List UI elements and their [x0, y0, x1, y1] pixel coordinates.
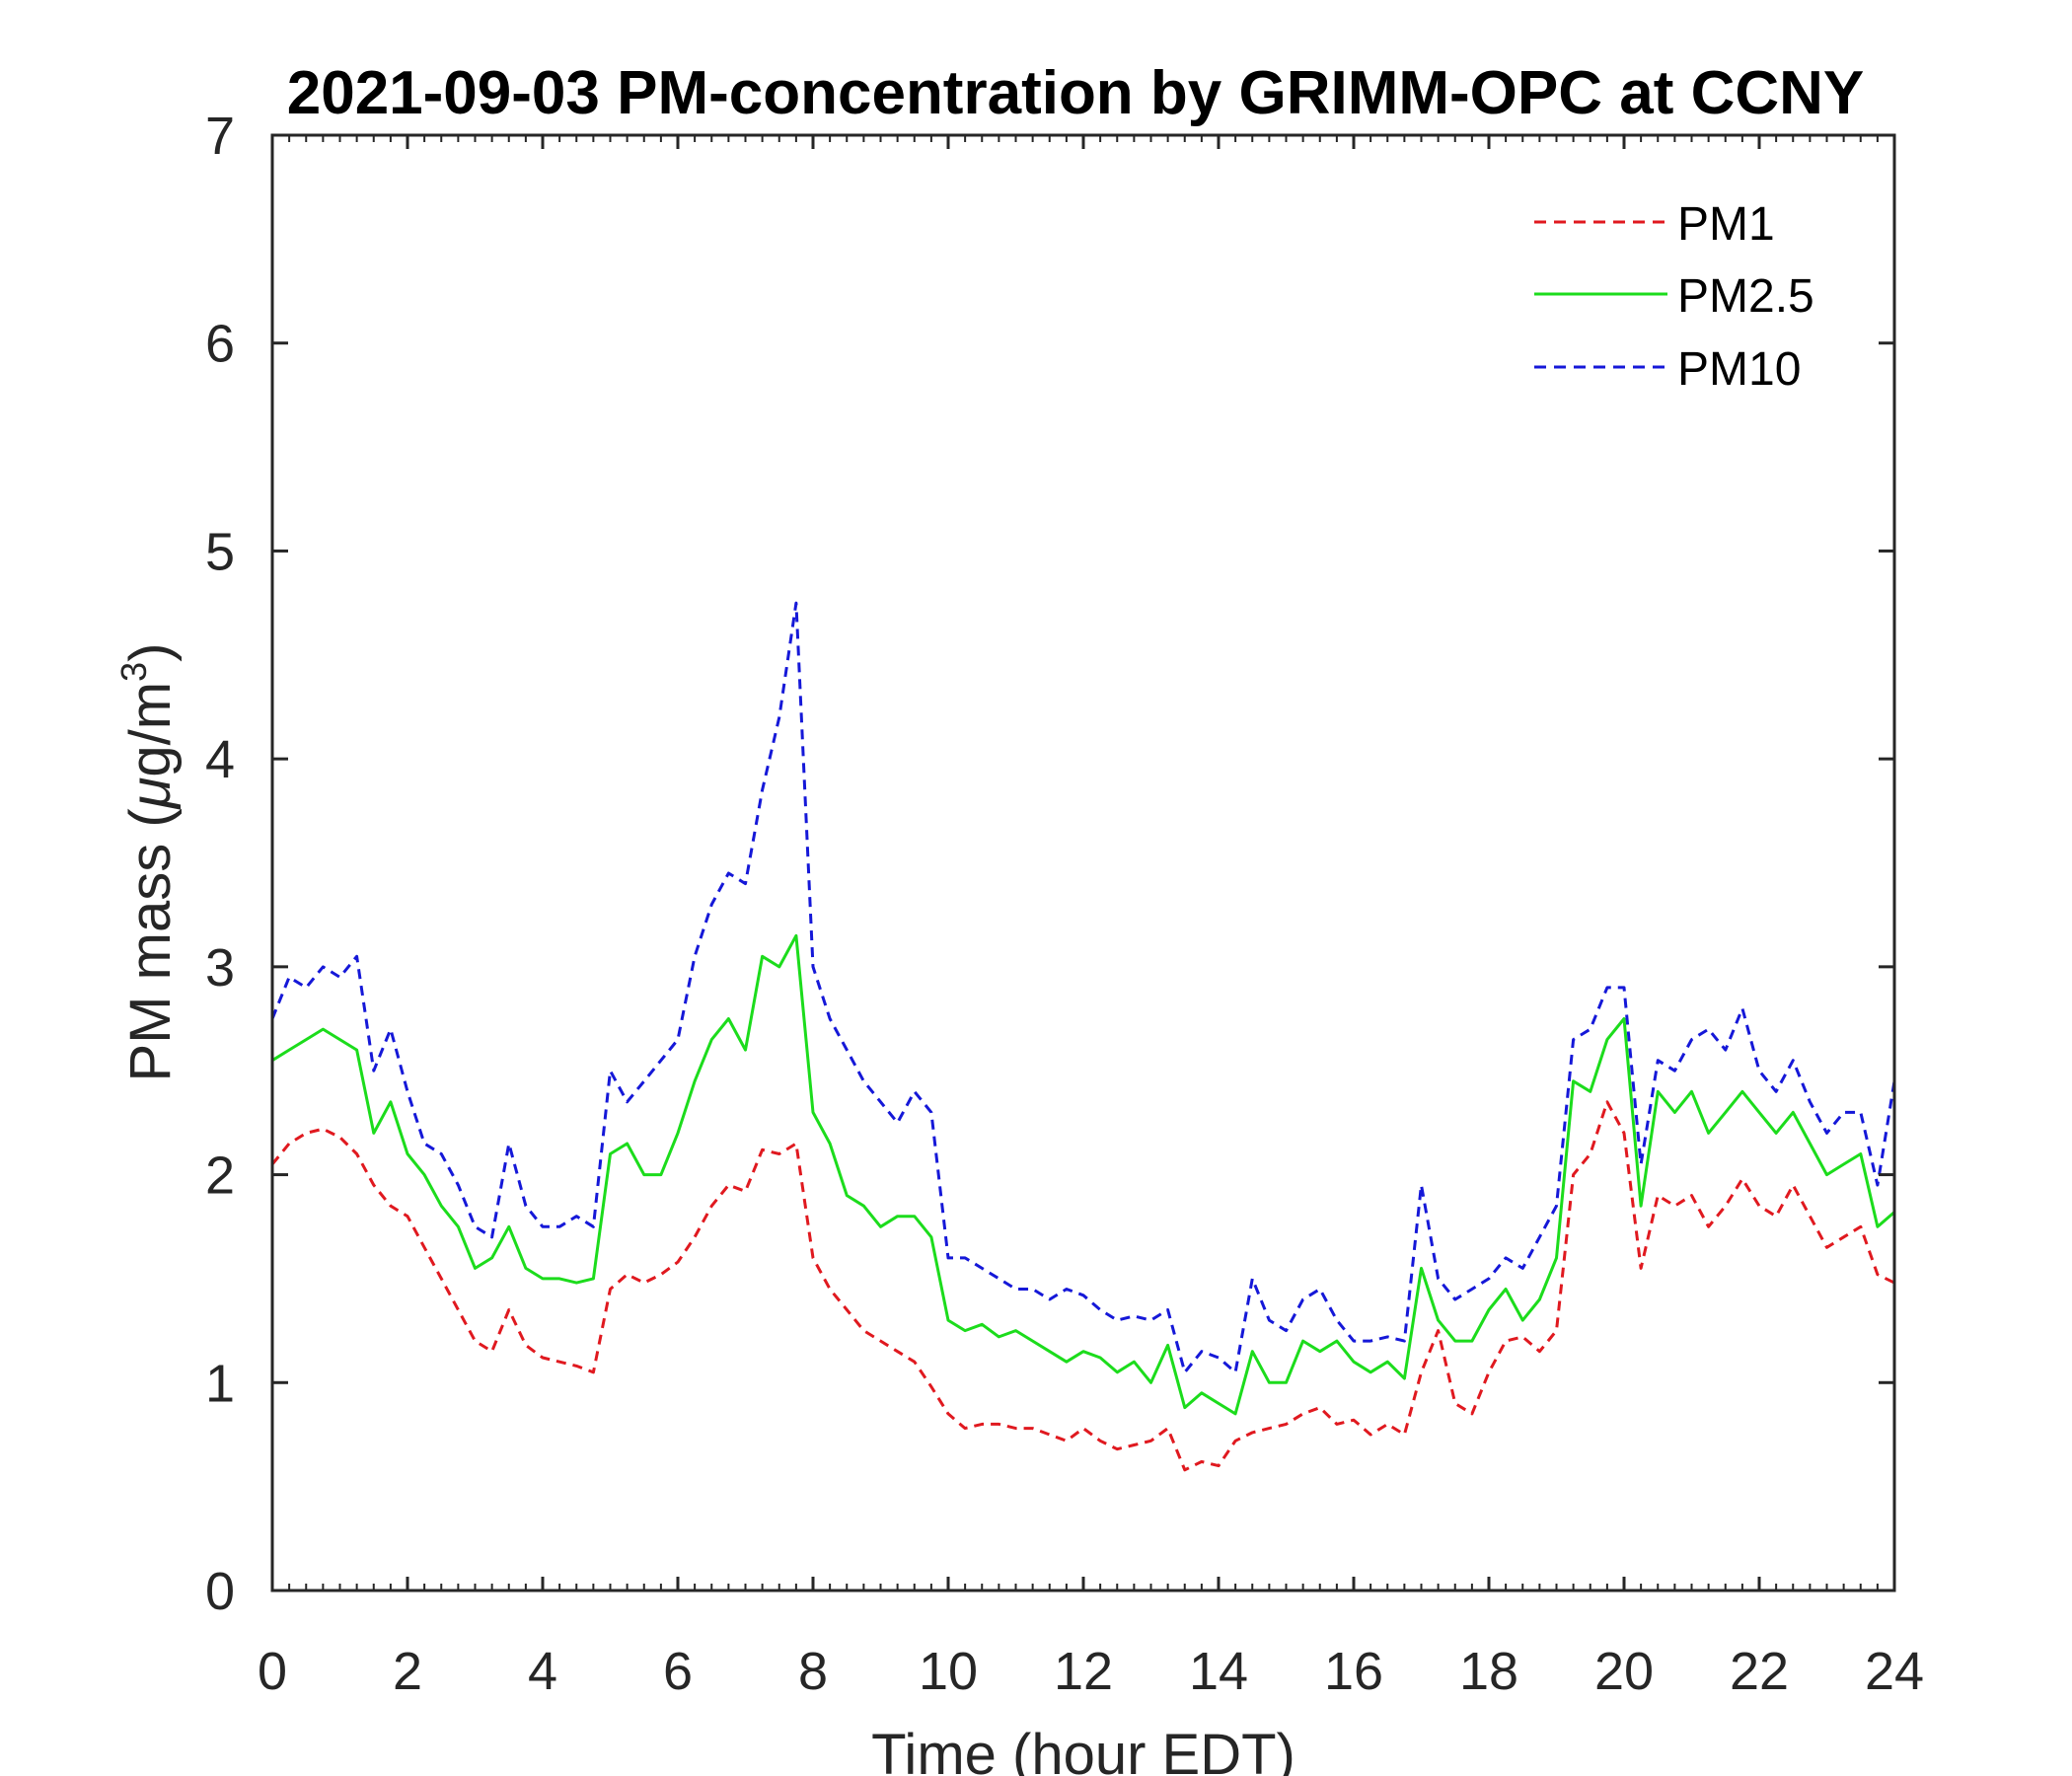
y-axis-label-sup: 3	[113, 662, 154, 682]
y-axis-label-mu: μ	[118, 777, 183, 811]
x-tick-label: 22	[1730, 1642, 1789, 1701]
y-tick-label: 1	[205, 1354, 235, 1413]
series-line-pm10	[270, 601, 1896, 1374]
y-tick-label: 7	[205, 107, 235, 166]
y-tick-label: 2	[205, 1147, 235, 1206]
y-tick-label: 5	[205, 522, 235, 581]
x-tick-label: 12	[1054, 1642, 1113, 1701]
x-tick-label: 4	[528, 1642, 557, 1701]
y-axis-label-unit: g/m	[118, 682, 183, 777]
series-group	[270, 601, 1896, 1472]
x-tick-label: 8	[798, 1642, 828, 1701]
y-axis-label: PM mass (μg/m3)	[113, 643, 183, 1082]
legend-label-pm25: PM2.5	[1677, 270, 1814, 323]
y-tick-label: 4	[205, 730, 235, 789]
legend-label-pm10: PM10	[1677, 343, 1801, 396]
y-tick-label: 6	[205, 315, 235, 374]
x-tick-label: 24	[1865, 1642, 1924, 1701]
y-tick-label: 0	[205, 1562, 235, 1621]
x-tick-label: 2	[393, 1642, 422, 1701]
tick-marks	[270, 133, 1896, 1592]
plot-area	[270, 133, 1896, 1592]
series-line-pm25	[271, 933, 1895, 1416]
x-tick-label: 14	[1189, 1642, 1248, 1701]
chart-title: 2021-09-03 PM-concentration by GRIMM-OPC…	[287, 59, 1865, 127]
x-axis-label: Time (hour EDT)	[871, 1723, 1295, 1776]
y-tick-labels: 0 1 2 3 4 5 6 7	[205, 107, 235, 1621]
legend: PM1 PM2.5 PM10	[1534, 198, 1814, 396]
y-axis-label-main: PM mass (	[118, 808, 183, 1081]
x-tick-label: 0	[258, 1642, 287, 1701]
legend-label-pm1: PM1	[1677, 198, 1775, 251]
plot-background	[272, 135, 1894, 1591]
x-tick-label: 10	[919, 1642, 978, 1701]
x-tick-label: 6	[663, 1642, 693, 1701]
y-axis-label-close: )	[118, 643, 183, 662]
x-tick-labels: 0 2 4 6 8 10 12 14 16 18 20 22 24	[258, 1642, 1924, 1701]
x-tick-label: 20	[1594, 1642, 1654, 1701]
x-tick-label: 16	[1324, 1642, 1383, 1701]
x-tick-label: 18	[1459, 1642, 1518, 1701]
y-tick-label: 3	[205, 938, 235, 998]
series-line-pm1	[270, 1100, 1895, 1472]
